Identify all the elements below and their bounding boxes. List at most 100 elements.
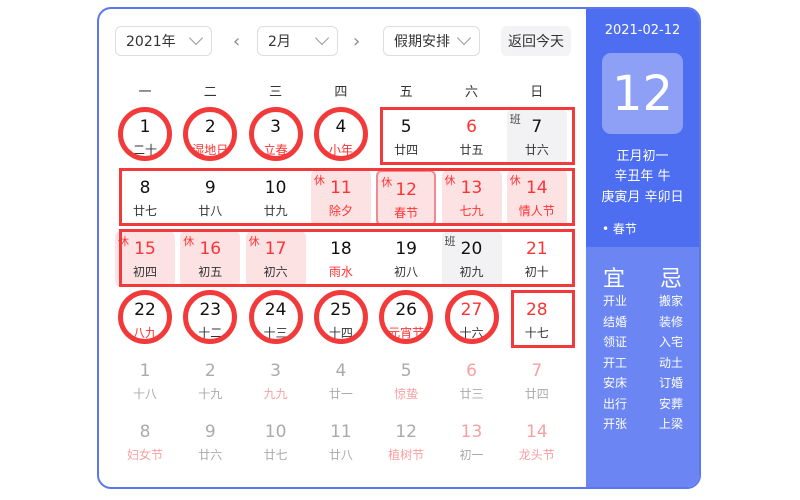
day-cell[interactable]: 7 廿四 [507,353,567,409]
day-cell[interactable]: 1 十八 [115,353,175,409]
lunar-label: 廿九 [263,204,288,218]
day-cell[interactable]: 休 15 初四 [115,231,175,287]
back-to-today-button[interactable]: 返回今天 [501,26,571,56]
day-number: 17 [264,239,287,259]
lunar-label: 初六 [263,265,288,279]
day-cell[interactable]: 3 立春 [246,109,306,165]
day-cell[interactable]: 23 十二 [180,292,240,348]
day-cell[interactable]: 25 十四 [311,292,371,348]
weekday-header: 日 [530,85,544,100]
yi-title: 宜 [603,267,626,292]
day-number: 5 [400,361,412,381]
day-cell[interactable]: 5 惊蛰 [376,353,436,409]
lunar-label: 九九 [263,387,288,401]
rest-badge: 休 [118,235,129,248]
lunar-label: 除夕 [328,204,353,218]
day-cell[interactable]: 3 九九 [246,353,306,409]
day-number: 2 [204,117,216,137]
day-cell[interactable]: 休 11 除夕 [310,170,371,226]
yi-item: 开业 [603,294,628,308]
day-cell[interactable]: 12 植树节 [376,414,436,470]
yi-item: 出行 [603,396,628,411]
day-cell[interactable]: 22 八九 [115,292,175,348]
day-number: 10 [264,178,287,198]
day-cell[interactable]: 24 十三 [246,292,306,348]
day-number: 26 [395,300,417,320]
day-cell[interactable]: 4 廿一 [311,353,371,409]
day-number: 11 [330,178,352,198]
day-cell[interactable]: 18 雨水 [311,231,371,287]
day-number: 8 [139,422,151,442]
day-number: 7 [531,361,543,381]
lunar-label: 惊蛰 [394,387,419,401]
ji-title: 忌 [660,267,683,292]
ganzhi: 庚寅月 辛卯日 [601,190,684,205]
weekday-header: 二 [203,85,217,100]
day-cell[interactable]: 6 廿三 [442,353,502,409]
day-number: 1 [139,361,151,381]
day-cell[interactable]: 2 湿地日 [180,109,240,165]
weekday-header: 六 [464,85,478,100]
yi-item: 开张 [603,417,628,431]
day-cell[interactable]: 班 20 初九 [441,231,502,287]
lunar-label: 廿八 [328,448,353,462]
day-cell[interactable]: 休 16 初五 [180,231,241,287]
yi-item: 结婚 [603,314,628,329]
day-number: 21 [525,239,548,259]
day-cell[interactable]: 28 十七 [507,292,567,348]
day-cell[interactable]: 5 廿四 [376,109,436,165]
day-number: 3 [270,117,281,137]
lunar-label: 初十 [524,265,549,279]
calendar-widget: 2021年 ‹ 2月 › 假期安排 返回今天 一 二 三 四 五 六 日 1 二十 2 湿地日 3 立春… [97,7,701,489]
day-cell[interactable]: 4 小年 [311,109,371,165]
day-number: 27 [460,300,483,320]
day-cell[interactable]: 班 7 廿六 [506,109,567,165]
lunar-label: 立春 [263,143,288,157]
day-number: 5 [400,117,412,137]
day-cell[interactable]: 休 14 情人节 [506,170,567,226]
day-number: 16 [199,239,222,259]
day-cell[interactable]: 6 廿五 [442,109,502,165]
lunar-label: 妇女节 [126,448,163,462]
rest-badge: 休 [313,174,325,187]
year-select[interactable]: 2021年 [115,26,212,56]
day-cell[interactable]: 26 元宵节 [376,292,436,348]
selected-day-number: 12 [602,53,683,134]
day-cell[interactable]: 14 龙头节 [507,414,567,470]
day-cell[interactable]: 休 12 春节 [376,170,437,226]
prev-month-button[interactable]: ‹ [233,31,241,52]
weekday-header: 一 [138,85,152,100]
month-select[interactable]: 2月 [257,26,338,56]
day-cell[interactable]: 10 廿七 [246,414,306,470]
day-cell[interactable]: 休 17 初六 [245,231,306,287]
day-number: 9 [204,422,216,442]
day-cell[interactable]: 8 妇女节 [115,414,175,470]
day-cell[interactable]: 9 廿六 [180,414,240,470]
day-cell[interactable]: 11 廿八 [311,414,371,470]
lunar-label: 廿八 [198,204,223,218]
day-cell[interactable]: 27 十六 [442,292,502,348]
day-cell[interactable]: 9 廿八 [180,170,240,226]
day-cell[interactable]: 19 初八 [376,231,436,287]
day-cell[interactable]: 8 廿七 [115,170,175,226]
day-cell[interactable]: 1 二十 [115,109,175,165]
year-value: 2021年 [126,34,176,50]
day-cell[interactable]: 21 初十 [507,231,567,287]
ji-item: 搬家 [659,294,684,308]
day-number: 13 [460,178,483,198]
next-month-button[interactable]: › [353,31,361,52]
holiday-select[interactable]: 假期安排 [383,26,480,56]
work-badge: 班 [444,235,456,248]
yi-item: 领证 [603,335,628,349]
lunar-label: 初四 [132,265,157,279]
ji-item: 装修 [659,314,684,329]
day-cell[interactable]: 休 13 七九 [441,170,502,226]
day-number: 12 [395,422,417,442]
day-cell[interactable]: 2 十九 [180,353,240,409]
day-number: 23 [199,300,222,320]
ji-item: 安葬 [659,396,684,411]
day-cell[interactable]: 10 廿九 [246,170,306,226]
yi-item: 安床 [603,376,628,390]
day-cell[interactable]: 13 初一 [442,414,502,470]
day-detail-top: 2021-02-12 12 正月初一 辛丑年 牛 庚寅月 辛卯日 • 春节 [586,9,699,247]
